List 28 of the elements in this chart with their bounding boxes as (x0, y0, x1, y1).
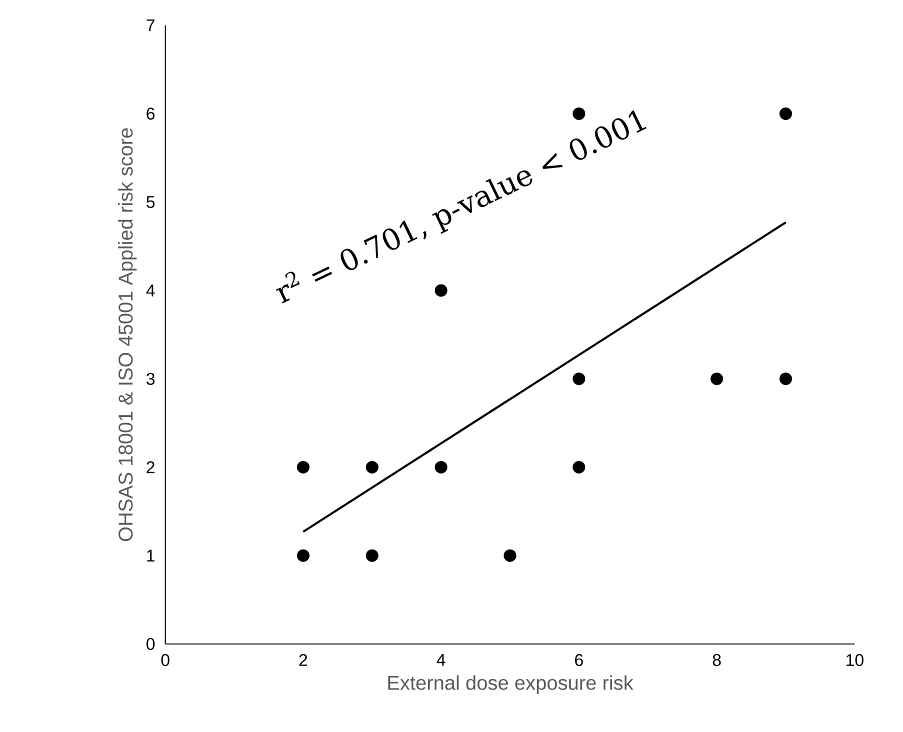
point (710, 372, 724, 386)
point (296, 460, 310, 474)
y-tick-label: 7 (146, 19, 154, 32)
y-axis-title: OHSAS 18001 & ISO 45001 Applied risk score (118, 128, 137, 542)
y-tick-label: 2 (146, 461, 154, 474)
x-tick-label: 0 (161, 654, 170, 666)
point (434, 284, 448, 297)
point (434, 460, 448, 474)
y-tick-label: 0 (146, 638, 155, 650)
x-axis-title: External dose exposure risk (388, 675, 634, 694)
point (572, 372, 586, 386)
point (366, 549, 378, 562)
y-tick-label: 6 (146, 108, 155, 120)
x-tick-label: 6 (575, 654, 583, 666)
point (366, 460, 378, 474)
point (779, 372, 792, 386)
point (296, 549, 310, 562)
x-tick-label: 4 (436, 654, 446, 666)
x-tick-label: 2 (299, 654, 308, 666)
x-tick-label: 8 (712, 654, 721, 666)
point (779, 107, 792, 120)
y-tick-label: 3 (146, 372, 155, 385)
point (504, 549, 516, 562)
x-tick-label: 10 (846, 654, 864, 666)
y-tick-label: 4 (146, 284, 155, 296)
y-tick-label: 1 (147, 550, 154, 562)
y-tick-label: 5 (146, 196, 155, 208)
point (572, 460, 586, 474)
